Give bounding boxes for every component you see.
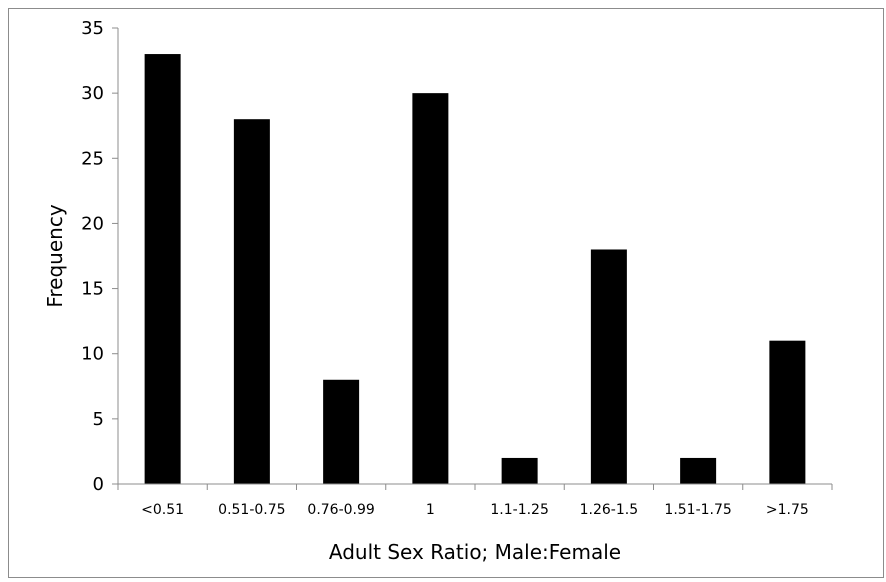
bar — [144, 54, 181, 485]
bar — [233, 119, 270, 484]
x-tick-label: 1 — [426, 502, 435, 518]
x-tick-label: 1.26-1.5 — [580, 502, 639, 518]
y-tick-label: 35 — [81, 18, 104, 39]
bar — [680, 457, 717, 484]
y-tick-label: 20 — [81, 213, 104, 234]
bar — [769, 340, 806, 484]
x-tick-label: <0.51 — [141, 502, 184, 518]
y-tick-label: 15 — [81, 279, 104, 300]
bar — [323, 379, 360, 484]
x-tick-label: 0.76-0.99 — [307, 502, 374, 518]
y-tick-label: 0 — [93, 474, 104, 495]
bar — [501, 457, 538, 484]
x-axis-ticks: <0.51 0.51-0.75 0.76-0.99 1 1.1-1.25 1.26-1.5… — [117, 484, 833, 518]
x-tick-label: 1.1-1.25 — [490, 502, 549, 518]
x-tick-label: 1.51-1.75 — [664, 502, 731, 518]
y-tick-label: 5 — [93, 409, 104, 430]
bars — [144, 54, 806, 485]
y-axis-ticks: 0 5 10 15 20 25 30 35 — [81, 18, 118, 495]
bar — [412, 93, 449, 485]
x-axis-title: Adult Sex Ratio; Male:Female — [329, 540, 621, 564]
y-axis-title: Frequency — [43, 204, 67, 307]
x-tick-label: 0.51-0.75 — [218, 502, 285, 518]
x-tick-label: >1.75 — [766, 502, 809, 518]
y-tick-label: 30 — [81, 83, 104, 104]
y-tick-label: 10 — [81, 344, 104, 365]
y-tick-label: 25 — [81, 148, 104, 169]
bar — [590, 249, 627, 484]
